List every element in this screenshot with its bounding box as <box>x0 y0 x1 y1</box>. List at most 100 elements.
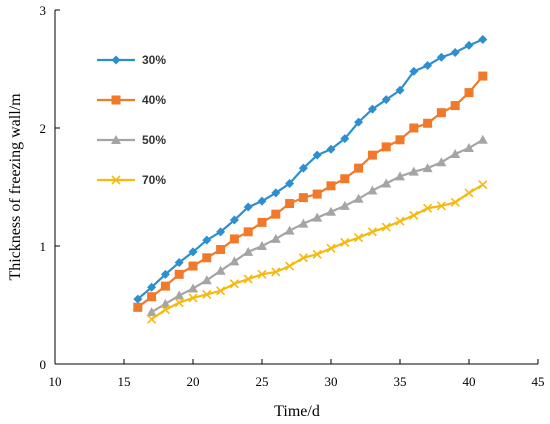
legend-item-50pct: 50% <box>97 133 166 147</box>
data-point-40pct <box>147 292 157 302</box>
data-point-70pct <box>243 274 253 284</box>
y-tick-labels: 0 1 2 3 <box>40 3 60 372</box>
data-point-50pct <box>284 225 295 235</box>
series-50pct <box>146 134 488 317</box>
series-40pct <box>133 71 488 312</box>
data-point-40pct <box>436 108 446 118</box>
data-point-70pct <box>464 188 474 198</box>
data-point-30pct <box>202 235 212 245</box>
data-point-70pct <box>354 233 364 243</box>
x-tick-label: 10 <box>49 374 62 389</box>
marker-stroke <box>285 261 295 271</box>
series-line-40pct <box>137 75 484 309</box>
data-point-40pct <box>285 199 295 209</box>
marker-stroke <box>381 222 391 232</box>
data-point-40pct <box>160 281 170 291</box>
data-point-40pct <box>423 118 433 128</box>
data-point-30pct <box>285 178 295 188</box>
data-point-50pct <box>450 148 461 158</box>
data-point-70pct <box>298 253 308 263</box>
legend-label: 40% <box>142 93 166 107</box>
data-point-30pct <box>229 215 239 225</box>
data-point-70pct <box>423 203 433 213</box>
axes <box>54 10 538 365</box>
data-point-50pct <box>160 298 171 308</box>
data-point-50pct <box>367 185 378 195</box>
data-point-70pct <box>285 261 295 271</box>
y-tick-label: 1 <box>40 239 47 254</box>
data-point-70pct <box>257 269 267 279</box>
data-point-50pct <box>243 246 254 256</box>
data-point-40pct <box>367 150 377 160</box>
data-point-40pct <box>229 234 239 244</box>
data-point-30pct <box>423 60 433 70</box>
data-point-50pct <box>188 283 198 293</box>
series-group <box>133 35 488 324</box>
legend-marker <box>111 55 121 65</box>
data-point-30pct <box>367 104 377 114</box>
data-point-50pct <box>422 163 433 173</box>
marker-stroke <box>257 269 267 279</box>
data-point-50pct <box>408 166 419 176</box>
data-point-30pct <box>133 294 143 304</box>
data-point-50pct <box>464 143 474 153</box>
data-point-50pct <box>215 265 226 275</box>
legend-item-70pct: 70% <box>97 173 166 187</box>
data-point-70pct <box>160 305 170 315</box>
data-point-70pct <box>326 243 336 253</box>
data-point-70pct <box>229 279 239 289</box>
data-point-50pct <box>312 212 323 222</box>
data-point-70pct <box>188 293 198 303</box>
series-line-70pct <box>150 183 484 321</box>
x-axis-title: Time/d <box>274 403 320 420</box>
marker-stroke <box>147 314 157 324</box>
data-point-50pct <box>477 134 488 144</box>
legend-item-30pct: 30% <box>97 53 166 67</box>
data-point-50pct <box>339 200 350 210</box>
data-point-40pct <box>243 227 253 237</box>
data-point-50pct <box>395 171 405 181</box>
marker-stroke <box>450 197 460 207</box>
marker-stroke <box>436 201 446 211</box>
data-point-30pct <box>395 85 405 95</box>
data-point-40pct <box>478 71 488 81</box>
x-tick-label: 15 <box>118 374 131 389</box>
legend-label: 50% <box>142 133 166 147</box>
marker-stroke <box>354 233 364 243</box>
data-point-40pct <box>133 302 143 312</box>
data-point-50pct <box>257 241 267 250</box>
data-point-70pct <box>340 237 350 248</box>
data-point-30pct <box>464 40 474 50</box>
x-tick-label: 35 <box>394 374 407 389</box>
data-point-30pct <box>478 35 488 44</box>
marker-stroke <box>243 274 253 284</box>
data-point-30pct <box>326 144 336 154</box>
data-point-40pct <box>202 253 212 263</box>
marker-stroke <box>326 243 336 253</box>
marker-stroke <box>160 305 170 315</box>
data-point-40pct <box>257 217 267 227</box>
data-point-40pct <box>381 142 391 152</box>
data-point-50pct <box>201 275 212 285</box>
data-point-30pct <box>298 163 308 173</box>
data-point-70pct <box>367 227 377 237</box>
data-point-30pct <box>243 202 253 212</box>
data-point-40pct <box>354 163 364 173</box>
marker-stroke <box>312 249 322 259</box>
data-point-70pct <box>450 197 460 207</box>
data-point-70pct <box>271 267 281 277</box>
x-tick-labels: 10 15 20 25 30 35 40 45 <box>49 359 545 389</box>
data-point-40pct <box>174 269 184 279</box>
data-point-30pct <box>160 269 170 279</box>
marker-stroke <box>174 298 184 308</box>
data-point-70pct <box>216 286 226 296</box>
marker-stroke <box>111 175 121 185</box>
data-point-70pct <box>381 222 391 232</box>
data-point-70pct <box>409 210 419 220</box>
data-point-30pct <box>354 117 364 127</box>
data-point-30pct <box>216 227 226 237</box>
marker-stroke <box>367 227 377 237</box>
data-point-50pct <box>229 256 240 266</box>
marker-stroke <box>229 279 239 289</box>
data-point-50pct <box>174 290 185 300</box>
